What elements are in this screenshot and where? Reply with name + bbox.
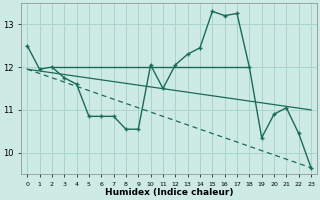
X-axis label: Humidex (Indice chaleur): Humidex (Indice chaleur): [105, 188, 233, 197]
